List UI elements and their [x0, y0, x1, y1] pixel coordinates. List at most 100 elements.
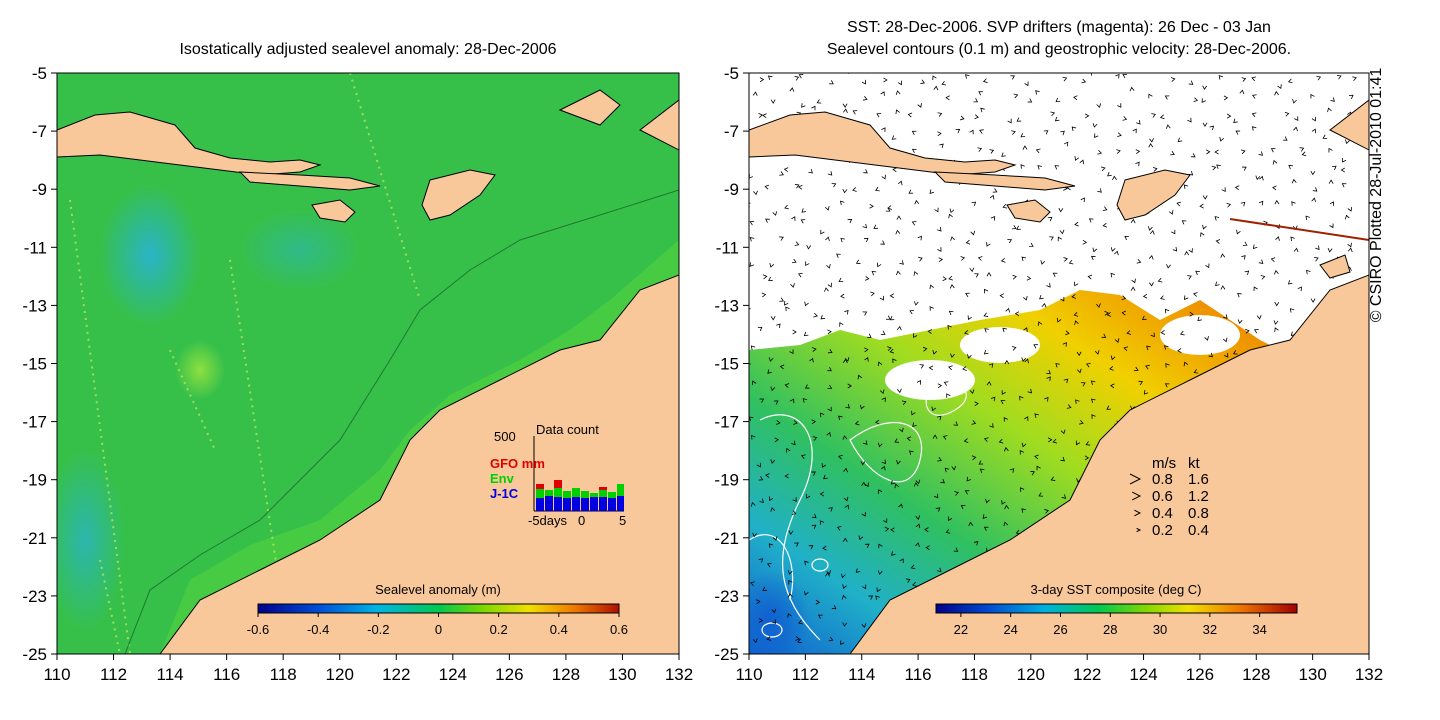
velocity-vector [879, 389, 885, 395]
velocity-vector [984, 328, 989, 333]
left-colorbar-bar [257, 603, 620, 614]
velocity-vector [1026, 275, 1032, 281]
velocity-vector [908, 189, 914, 194]
velocity-vector [1084, 455, 1090, 461]
velocity-vector [862, 223, 867, 229]
velocity-vector [964, 330, 969, 335]
velocity-vector [1293, 126, 1298, 132]
velocity-vector [1240, 201, 1246, 207]
velocity-vector [1001, 390, 1006, 395]
right-colorbar-tick-label: 34 [1252, 622, 1266, 637]
australia-mainland [159, 274, 679, 654]
velocity-vector [1159, 114, 1165, 120]
velocity-vector [1160, 330, 1166, 335]
velocity-vector [1024, 416, 1029, 421]
left-lat-tick-label: -17 [22, 413, 47, 432]
velocity-vector [1074, 281, 1079, 287]
land-right [749, 99, 1369, 654]
velocity-vector [1235, 130, 1241, 135]
velocity-vector [901, 400, 907, 406]
velocity-vector [895, 229, 901, 235]
velocity-vector [1184, 295, 1189, 301]
velocity-vector [864, 275, 870, 281]
velocity-vector [1205, 263, 1210, 269]
velocity-vector [1242, 241, 1248, 246]
velocity-vector [1347, 206, 1353, 212]
velocity-vector [1345, 139, 1350, 145]
velocity-vector [861, 584, 867, 590]
velocity-vector [864, 357, 869, 362]
velocity-vector [889, 293, 895, 299]
velocity-vector [1117, 103, 1122, 108]
velocity-vector [898, 503, 903, 509]
sumba-island [1006, 199, 1051, 223]
right-lat-tick-label: -23 [714, 587, 739, 606]
velocity-vector [1187, 117, 1192, 123]
velocity-vector [787, 613, 792, 618]
velocity-vector [755, 599, 761, 605]
velocity-vector [909, 450, 914, 455]
velocity-vector [892, 167, 897, 173]
velocity-vector [1189, 311, 1194, 317]
velocity-vector [829, 80, 834, 85]
velocity-vector [811, 105, 816, 111]
velocity-vector [825, 236, 830, 242]
velocity-vector [1202, 195, 1208, 200]
velocity-vector [1076, 351, 1082, 357]
velocity-vector [1240, 149, 1246, 155]
java-island [749, 111, 1017, 176]
velocity-vector [1226, 113, 1232, 119]
right-lon-tick-label: 124 [1129, 665, 1157, 684]
velocity-vector [917, 103, 922, 108]
velocity-vector [1159, 295, 1165, 300]
velocity-vector [1133, 366, 1139, 372]
velocity-vector [827, 329, 832, 335]
velocity-vector [1340, 167, 1346, 173]
velocity-vector [1222, 337, 1228, 343]
velocity-vector [1251, 112, 1257, 118]
velocity-vector [1202, 122, 1208, 128]
velocity-vector [751, 380, 757, 386]
left-colorbar-tick-label: 0 [435, 622, 442, 637]
velocity-vector [1219, 136, 1224, 142]
velocity-vector [1270, 148, 1276, 153]
velocity-vector [866, 333, 872, 338]
velocity-vector [1256, 315, 1262, 320]
velocity-vector [989, 149, 995, 154]
velocity-vector [978, 91, 983, 96]
data-count-bars [536, 480, 624, 511]
velocity-vector [838, 277, 844, 282]
velocity-vector [1088, 218, 1094, 223]
data-count-xtick-left: -5days [528, 513, 568, 528]
velocity-vector [1102, 222, 1108, 228]
velocity-vector [986, 381, 992, 386]
legend-gfo: GFO mm [490, 456, 545, 471]
velocity-vector [974, 273, 979, 278]
velocity-vector [983, 437, 989, 442]
velocity-vector [925, 545, 930, 551]
velocity-vector [1021, 256, 1027, 262]
velocity-vector [897, 388, 902, 394]
velocity-vector [1273, 320, 1279, 325]
speed-legend-arrow [1129, 473, 1142, 485]
velocity-vector [765, 218, 770, 223]
velocity-vector [1176, 201, 1182, 207]
velocity-vector [869, 203, 874, 209]
velocity-vector [804, 590, 809, 596]
velocity-vector [1094, 350, 1100, 355]
velocity-vector [953, 547, 959, 552]
velocity-vector [1000, 257, 1006, 263]
left-lon-tick-label: 126 [495, 665, 523, 684]
velocity-vector [771, 608, 777, 614]
left-lon-tick-label: 128 [552, 665, 580, 684]
velocity-vector [847, 218, 853, 224]
velocity-vector [954, 491, 960, 496]
velocity-vector [943, 381, 949, 386]
velocity-vector [964, 490, 970, 495]
velocity-vector [998, 438, 1004, 444]
velocity-vector [933, 85, 939, 91]
velocity-vector [757, 326, 763, 332]
velocity-vector [1282, 136, 1288, 141]
velocity-vector [911, 221, 917, 226]
velocity-vector [1148, 93, 1153, 99]
